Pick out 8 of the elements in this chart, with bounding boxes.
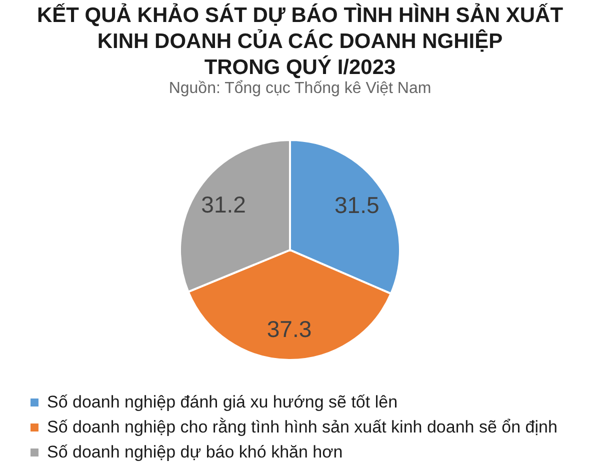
chart-title: KẾT QUẢ KHẢO SÁT DỰ BÁO TÌNH HÌNH SẢN XUẤT KINH DOANH CỦA CÁC DOANH NGHIỆP TRONG QUÝ I/2023 (36, 3, 564, 79)
data-label: 31.2 (201, 191, 246, 218)
data-label: 31.5 (334, 192, 380, 218)
legend-label: Số doanh nghiệp dự báo khó khăn hơn (47, 442, 343, 462)
legend-label: Số doanh nghiệp đánh giá xu hướng sẽ tốt lên (47, 392, 398, 412)
text: Nguồn: Tổng cục Thống kê Việt Nam (168, 80, 432, 97)
legend-label: Số doanh nghiệp cho rằng tình hình sản xuất kinh doanh sẽ ổn định (47, 418, 558, 436)
data-label: 37.3 (266, 316, 312, 342)
